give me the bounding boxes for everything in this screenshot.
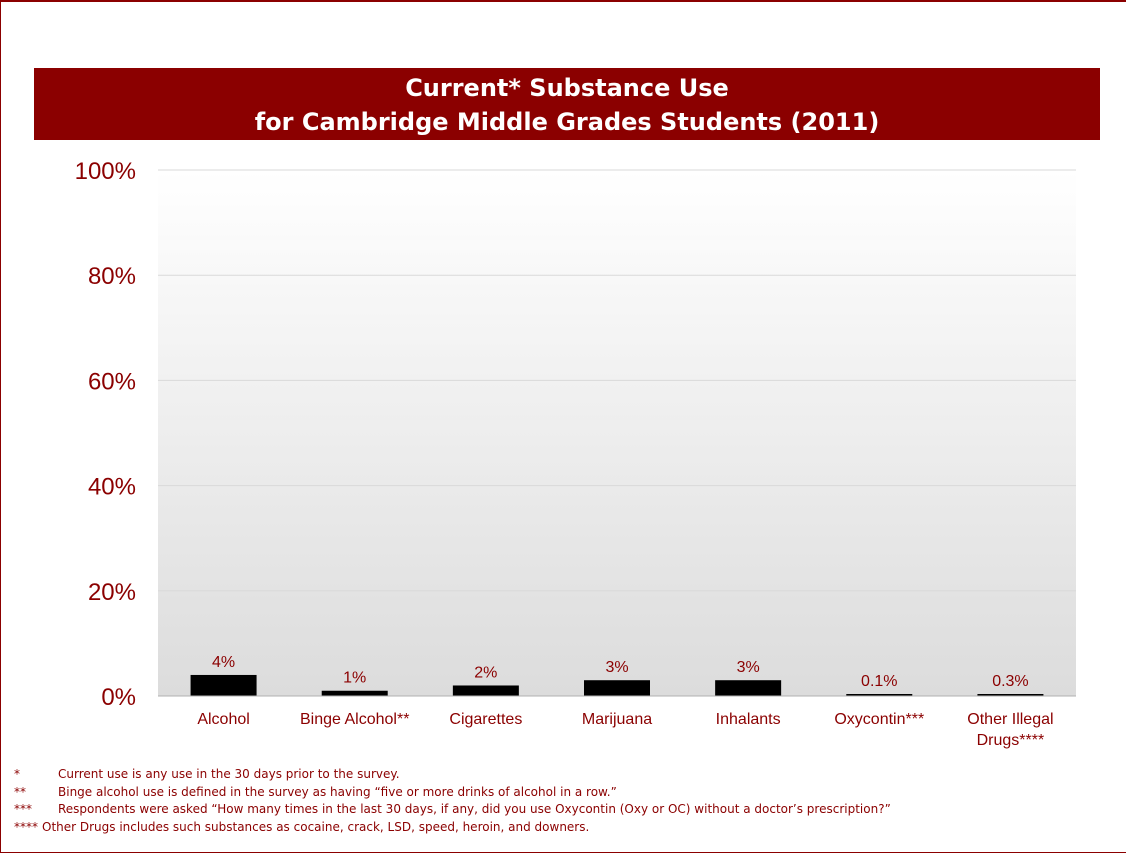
y-tick-label: 0% xyxy=(101,684,136,711)
data-labels: 4% 1% 2% 3% 3% 0.1% 0.3% xyxy=(212,654,1029,690)
footnote-mark: * xyxy=(14,767,20,781)
footnote-4: **** Other Drugs includes such substance… xyxy=(14,819,1114,837)
x-tick-label: Binge Alcohol** xyxy=(300,711,409,728)
data-label: 3% xyxy=(605,659,628,676)
x-tick-label: Inhalants xyxy=(716,711,781,728)
footnote-text: Respondents were asked “How many times i… xyxy=(58,802,891,816)
footnote-mark: *** xyxy=(14,802,32,816)
data-label: 0.1% xyxy=(861,673,897,690)
y-tick-label: 20% xyxy=(88,579,136,606)
x-tick-label: Alcohol xyxy=(197,711,249,728)
bar xyxy=(452,685,519,696)
y-tick-label: 80% xyxy=(88,263,136,290)
bars xyxy=(190,674,1044,696)
bar xyxy=(321,690,388,696)
x-tick-label: Other Illegal xyxy=(967,711,1053,728)
footnote-2: ** Binge alcohol use is defined in the s… xyxy=(14,784,1114,802)
footnotes: * Current use is any use in the 30 days … xyxy=(14,766,1114,836)
x-tick-label: Oxycontin*** xyxy=(834,711,924,728)
footnote-text: Binge alcohol use is defined in the surv… xyxy=(58,784,617,799)
bar xyxy=(846,694,913,696)
x-tick-label: Drugs**** xyxy=(977,732,1045,749)
x-axis-labels: Alcohol Binge Alcohol** Cigarettes Marijuan… xyxy=(197,711,1053,749)
footnote-text: Other Drugs includes such substances as … xyxy=(42,819,590,834)
y-axis-tick-labels: 0% 20% 40% 60% 80% 100% xyxy=(75,158,136,711)
data-label: 0.3% xyxy=(992,673,1028,690)
chart-title: Current* Substance Use for Cambridge Mid… xyxy=(34,68,1100,140)
footnote-1: * Current use is any use in the 30 days … xyxy=(14,766,1114,784)
x-tick-label: Marijuana xyxy=(582,711,652,728)
data-label: 3% xyxy=(737,659,760,676)
footnote-mark: **** xyxy=(14,819,38,834)
footnote-3: *** Respondents were asked “How many tim… xyxy=(14,801,1114,819)
y-tick-label: 100% xyxy=(75,158,136,185)
x-tick-label: Cigarettes xyxy=(449,711,522,728)
bar xyxy=(715,680,782,696)
footnote-mark: ** xyxy=(14,784,26,799)
data-label: 4% xyxy=(212,654,235,671)
y-tick-label: 60% xyxy=(88,368,136,395)
bar xyxy=(584,680,650,696)
data-label: 1% xyxy=(343,670,366,687)
chart-title-line-2: for Cambridge Middle Grades Students (20… xyxy=(254,108,880,136)
y-tick-label: 40% xyxy=(88,474,136,501)
gridlines xyxy=(158,169,1076,592)
plot-area xyxy=(158,170,1076,696)
data-label: 2% xyxy=(474,664,497,681)
bar xyxy=(977,694,1044,696)
chart-title-line-1: Current* Substance Use xyxy=(405,74,729,102)
footnote-text: Current use is any use in the 30 days pr… xyxy=(58,767,400,781)
bar-chart: 0% 20% 40% 60% 80% 100% 4% 1% 2% 3% 3% 0.1% 0.3% Al… xyxy=(75,158,1076,749)
bar xyxy=(190,674,257,696)
